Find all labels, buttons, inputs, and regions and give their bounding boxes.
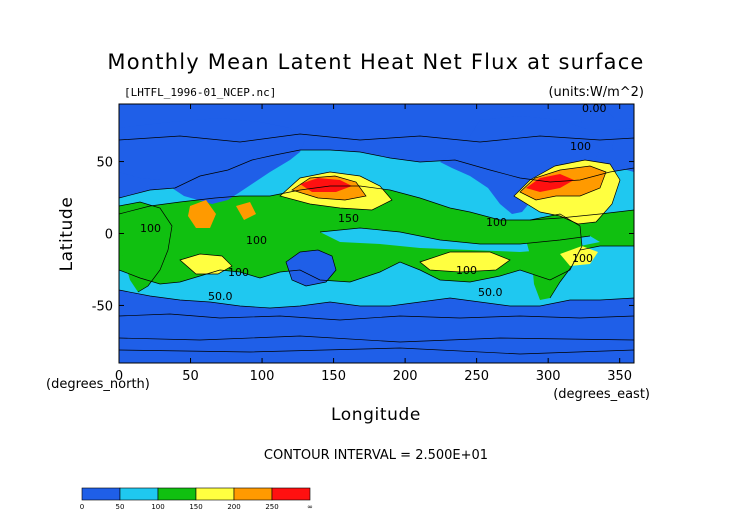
- x-tick-label-3: 150: [321, 369, 346, 384]
- x-tick-label-0: 0: [115, 369, 123, 384]
- contour-lines: [119, 133, 634, 355]
- arabian-sea-high-flux: [188, 200, 216, 228]
- contour-label-1: 100: [570, 140, 591, 153]
- x-tick-label-5: 250: [464, 369, 489, 384]
- north-america-land: [440, 116, 600, 214]
- y-tick-label-0: 50: [96, 156, 113, 171]
- south-pacific-high-flux: [420, 252, 510, 272]
- contour-label-10: 100: [572, 252, 593, 265]
- units-label: (units:W/m^2): [548, 85, 644, 100]
- contour-interval-text: CONTOUR INTERVAL = 2.500E+01: [264, 448, 488, 463]
- x-tick-label-7: 350: [607, 369, 632, 384]
- contour-label-7: 100: [456, 264, 477, 277]
- colorbar-swatch-2: [157, 487, 197, 501]
- colorbar-tick-label-6: ∞: [307, 503, 313, 511]
- contour-label-9: 50.0: [478, 286, 503, 299]
- south-america-land: [526, 214, 582, 300]
- y-axis-label: Latitude: [57, 197, 77, 272]
- contour-label-8: 100: [140, 222, 161, 235]
- colorbar-swatch-0: [81, 487, 121, 501]
- contour-label-6: 50.0: [208, 290, 233, 303]
- contour-label-2: 150: [338, 212, 359, 225]
- colorbar-swatch-3: [195, 487, 235, 501]
- chart-title: Monthly Mean Latent Heat Net Flux at sur…: [107, 50, 644, 74]
- y-axis-unit: (degrees_north): [46, 377, 150, 392]
- colorbar-swatch-5: [271, 487, 311, 501]
- colorbar-swatch-4: [233, 487, 273, 501]
- x-tick-label-2: 100: [250, 369, 275, 384]
- colorbar-tick-label-3: 150: [189, 503, 202, 511]
- x-axis-unit: (degrees_east): [553, 387, 650, 402]
- contour-label-3: 100: [246, 234, 267, 247]
- colorbar-tick-label-2: 100: [151, 503, 164, 511]
- x-tick-label-6: 300: [536, 369, 561, 384]
- colorbar: 0 50 100 150 200 250 ∞: [80, 487, 313, 511]
- bay-of-bengal-high-flux: [236, 202, 256, 220]
- map-plot-area: 100 150 100 100 100 50.0 100 100 50.0 10…: [119, 102, 634, 363]
- colorbar-tick-label-5: 250: [265, 503, 278, 511]
- contour-label-5: 100: [486, 216, 507, 229]
- gulf-stream-high-flux-red: [526, 174, 574, 192]
- south-atlantic-high-flux: [560, 246, 598, 266]
- x-axis-label: Longitude: [331, 405, 421, 425]
- colorbar-swatch-1: [119, 487, 159, 501]
- x-axis-ticks: 0 50 100 150 200 250 300 350: [115, 104, 632, 384]
- x-tick-label-1: 50: [182, 369, 199, 384]
- colorbar-tick-label-1: 50: [116, 503, 125, 511]
- colorbar-tick-label-0: 0: [80, 503, 84, 511]
- y-tick-label-1: 0: [105, 228, 113, 243]
- y-tick-label-2: -50: [92, 299, 113, 314]
- greenland-land: [580, 108, 614, 134]
- colorbar-tick-label-4: 200: [227, 503, 240, 511]
- contour-label-4: 100: [228, 266, 249, 279]
- y-axis-ticks: 50 0 -50: [92, 156, 634, 314]
- africa-land: [119, 202, 172, 292]
- antarctica-land: [119, 330, 634, 363]
- source-label: [LHTFL_1996-01_NCEP.nc]: [124, 86, 276, 99]
- south-indian-high-flux: [180, 254, 232, 274]
- australia-land: [286, 250, 336, 286]
- contour-label-11: 0.00: [582, 102, 607, 115]
- x-tick-label-4: 200: [393, 369, 418, 384]
